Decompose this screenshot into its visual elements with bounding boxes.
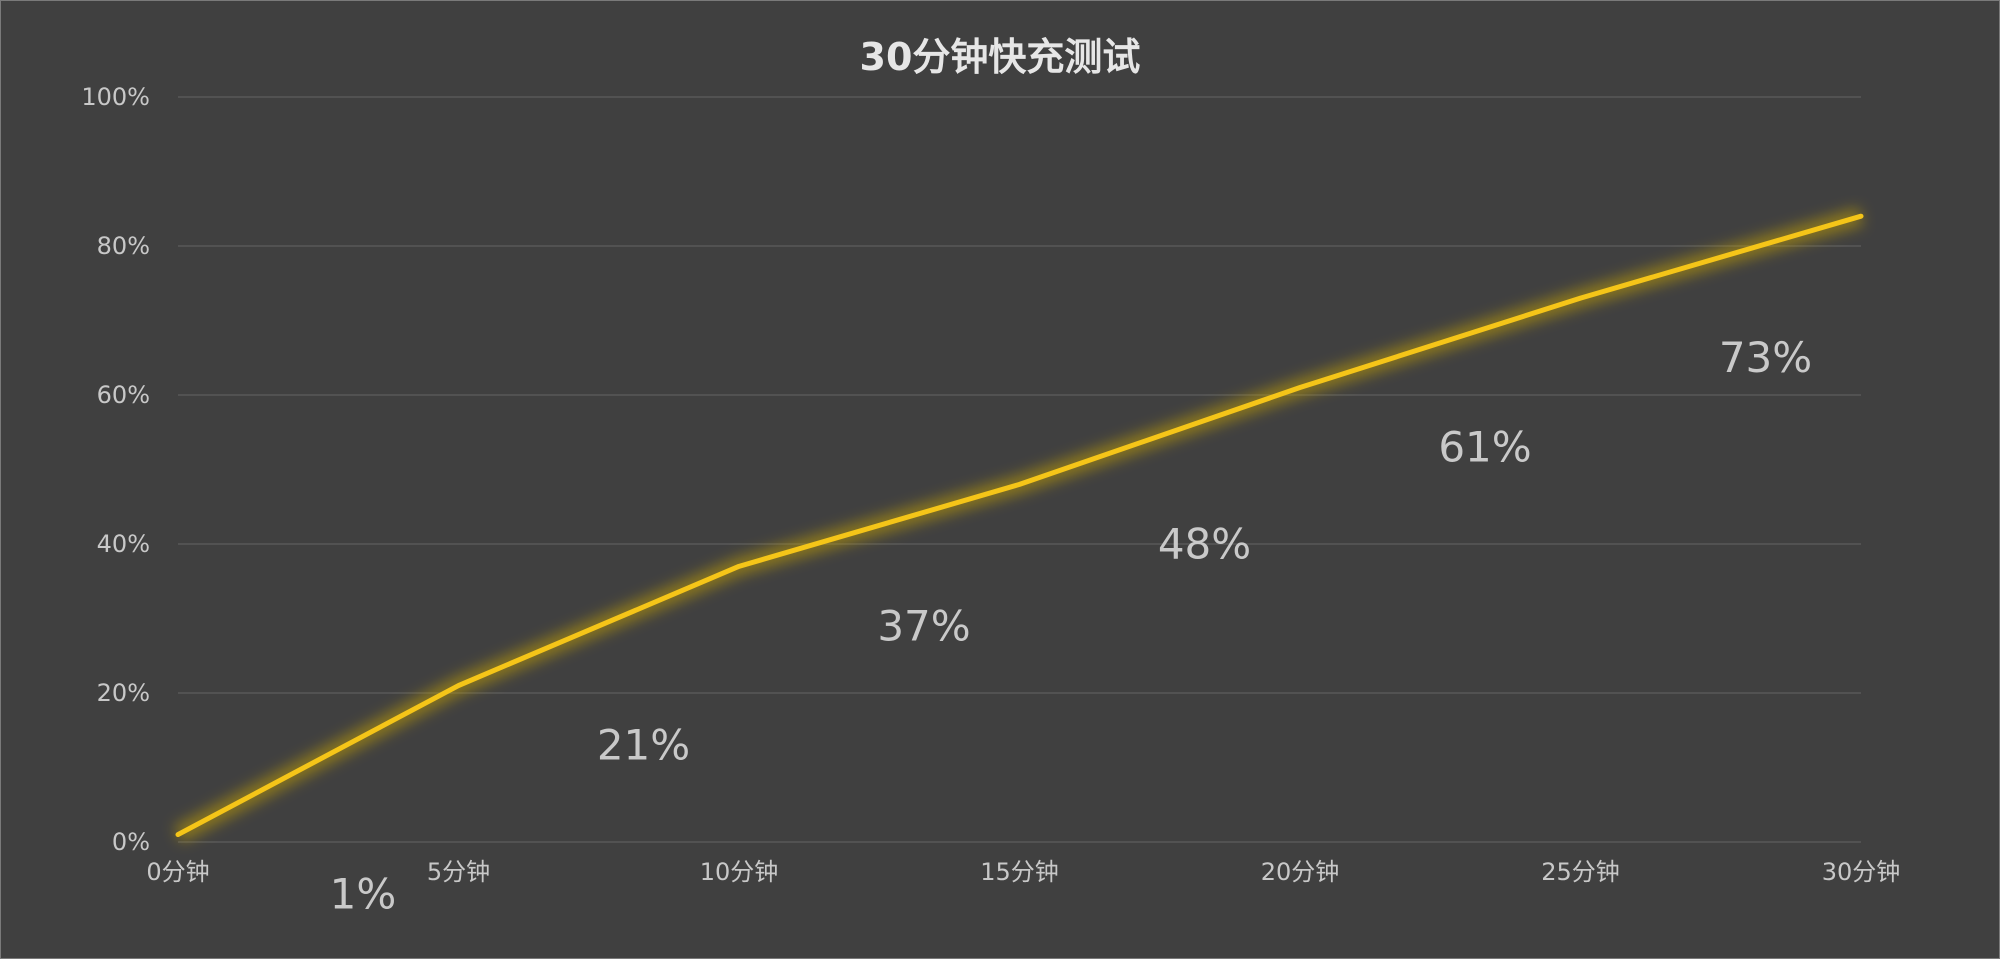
x-tick-label: 10分钟: [700, 858, 779, 886]
series-line: [175, 213, 1864, 838]
gridlines: [178, 96, 1861, 843]
x-tick-label: 30分钟: [1822, 858, 1901, 886]
data-label: 21%: [597, 721, 690, 770]
data-labels: 1%21%37%48%61%73%84%: [330, 251, 2000, 918]
data-label: 37%: [877, 601, 970, 650]
y-tick-label: 0%: [112, 828, 150, 856]
x-axis-ticks: 0分钟 5分钟 10分钟 15分钟 20分钟 25分钟 30分钟: [146, 858, 1900, 886]
series-glow: [173, 207, 1864, 843]
data-label: 61%: [1438, 423, 1531, 472]
x-tick-label: 20分钟: [1261, 858, 1340, 886]
x-tick-label: 15分钟: [980, 858, 1059, 886]
data-label: 48%: [1158, 519, 1251, 568]
data-label: 73%: [1719, 333, 1812, 382]
data-label: 1%: [330, 870, 397, 919]
series-charge-level: [173, 207, 1864, 843]
y-tick-label: 80%: [97, 232, 150, 260]
chart-title: 30分钟快充测试: [860, 35, 1141, 79]
x-tick-label: 25分钟: [1541, 858, 1620, 886]
y-axis-ticks: 0% 20% 40% 60% 80% 100%: [81, 83, 150, 856]
y-tick-label: 20%: [97, 679, 150, 707]
y-tick-label: 100%: [81, 83, 150, 111]
x-tick-label: 0分钟: [146, 858, 209, 886]
x-tick-label: 5分钟: [427, 858, 490, 886]
y-tick-label: 60%: [97, 381, 150, 409]
y-tick-label: 40%: [97, 530, 150, 558]
